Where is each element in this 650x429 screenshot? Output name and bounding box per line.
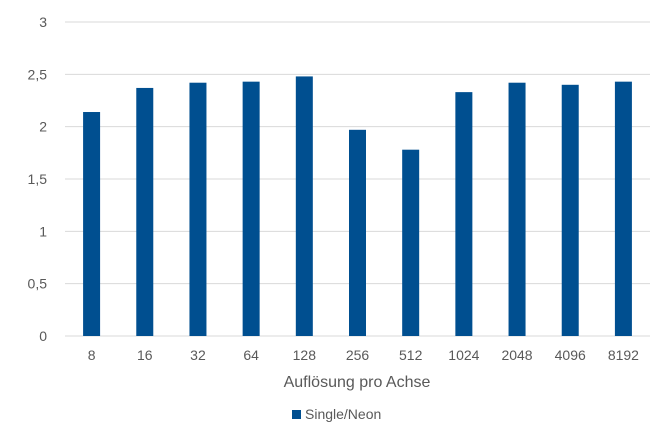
- x-axis-title: Auflösung pro Achse: [284, 374, 431, 391]
- x-tick-label: 128: [293, 347, 317, 363]
- bar-4096: [561, 84, 579, 336]
- bar-128: [295, 76, 313, 336]
- x-tick-label: 32: [190, 347, 206, 363]
- y-tick-label: 1,5: [28, 171, 48, 187]
- x-tick-label: 16: [137, 347, 153, 363]
- bar-512: [402, 149, 420, 336]
- y-tick-label: 0: [39, 328, 47, 344]
- bar-16: [136, 87, 154, 336]
- bar-256: [349, 129, 366, 336]
- bars: [83, 76, 632, 336]
- legend: Single/Neon: [292, 406, 381, 422]
- x-tick-label: 8: [88, 347, 96, 363]
- bar-1024: [455, 92, 473, 336]
- bar-64: [242, 81, 260, 336]
- y-tick-label: 3: [39, 14, 47, 30]
- x-tick-label: 8192: [608, 347, 639, 363]
- x-tick-label: 2048: [501, 347, 532, 363]
- y-tick-label: 2,5: [28, 66, 48, 82]
- legend-label-single-neon: Single/Neon: [305, 406, 381, 422]
- x-tick-label: 512: [399, 347, 423, 363]
- bar-8192: [614, 81, 632, 336]
- y-tick-label: 1: [39, 223, 47, 239]
- x-tick-label: 1024: [448, 347, 479, 363]
- y-tick-label: 2: [39, 119, 47, 135]
- y-tick-labels: 0 0,5 1 1,5 2 2,5 3: [28, 14, 48, 344]
- x-tick-labels: 8 16 32 64 128 256 512 1024 2048 4096 8192: [88, 347, 639, 363]
- bar-32: [189, 82, 207, 336]
- bar-2048: [508, 82, 526, 336]
- x-tick-label: 64: [243, 347, 259, 363]
- x-tick-label: 4096: [555, 347, 586, 363]
- y-tick-label: 0,5: [28, 276, 48, 292]
- bar-8: [83, 112, 101, 336]
- x-tick-label: 256: [346, 347, 370, 363]
- legend-swatch: [292, 410, 301, 419]
